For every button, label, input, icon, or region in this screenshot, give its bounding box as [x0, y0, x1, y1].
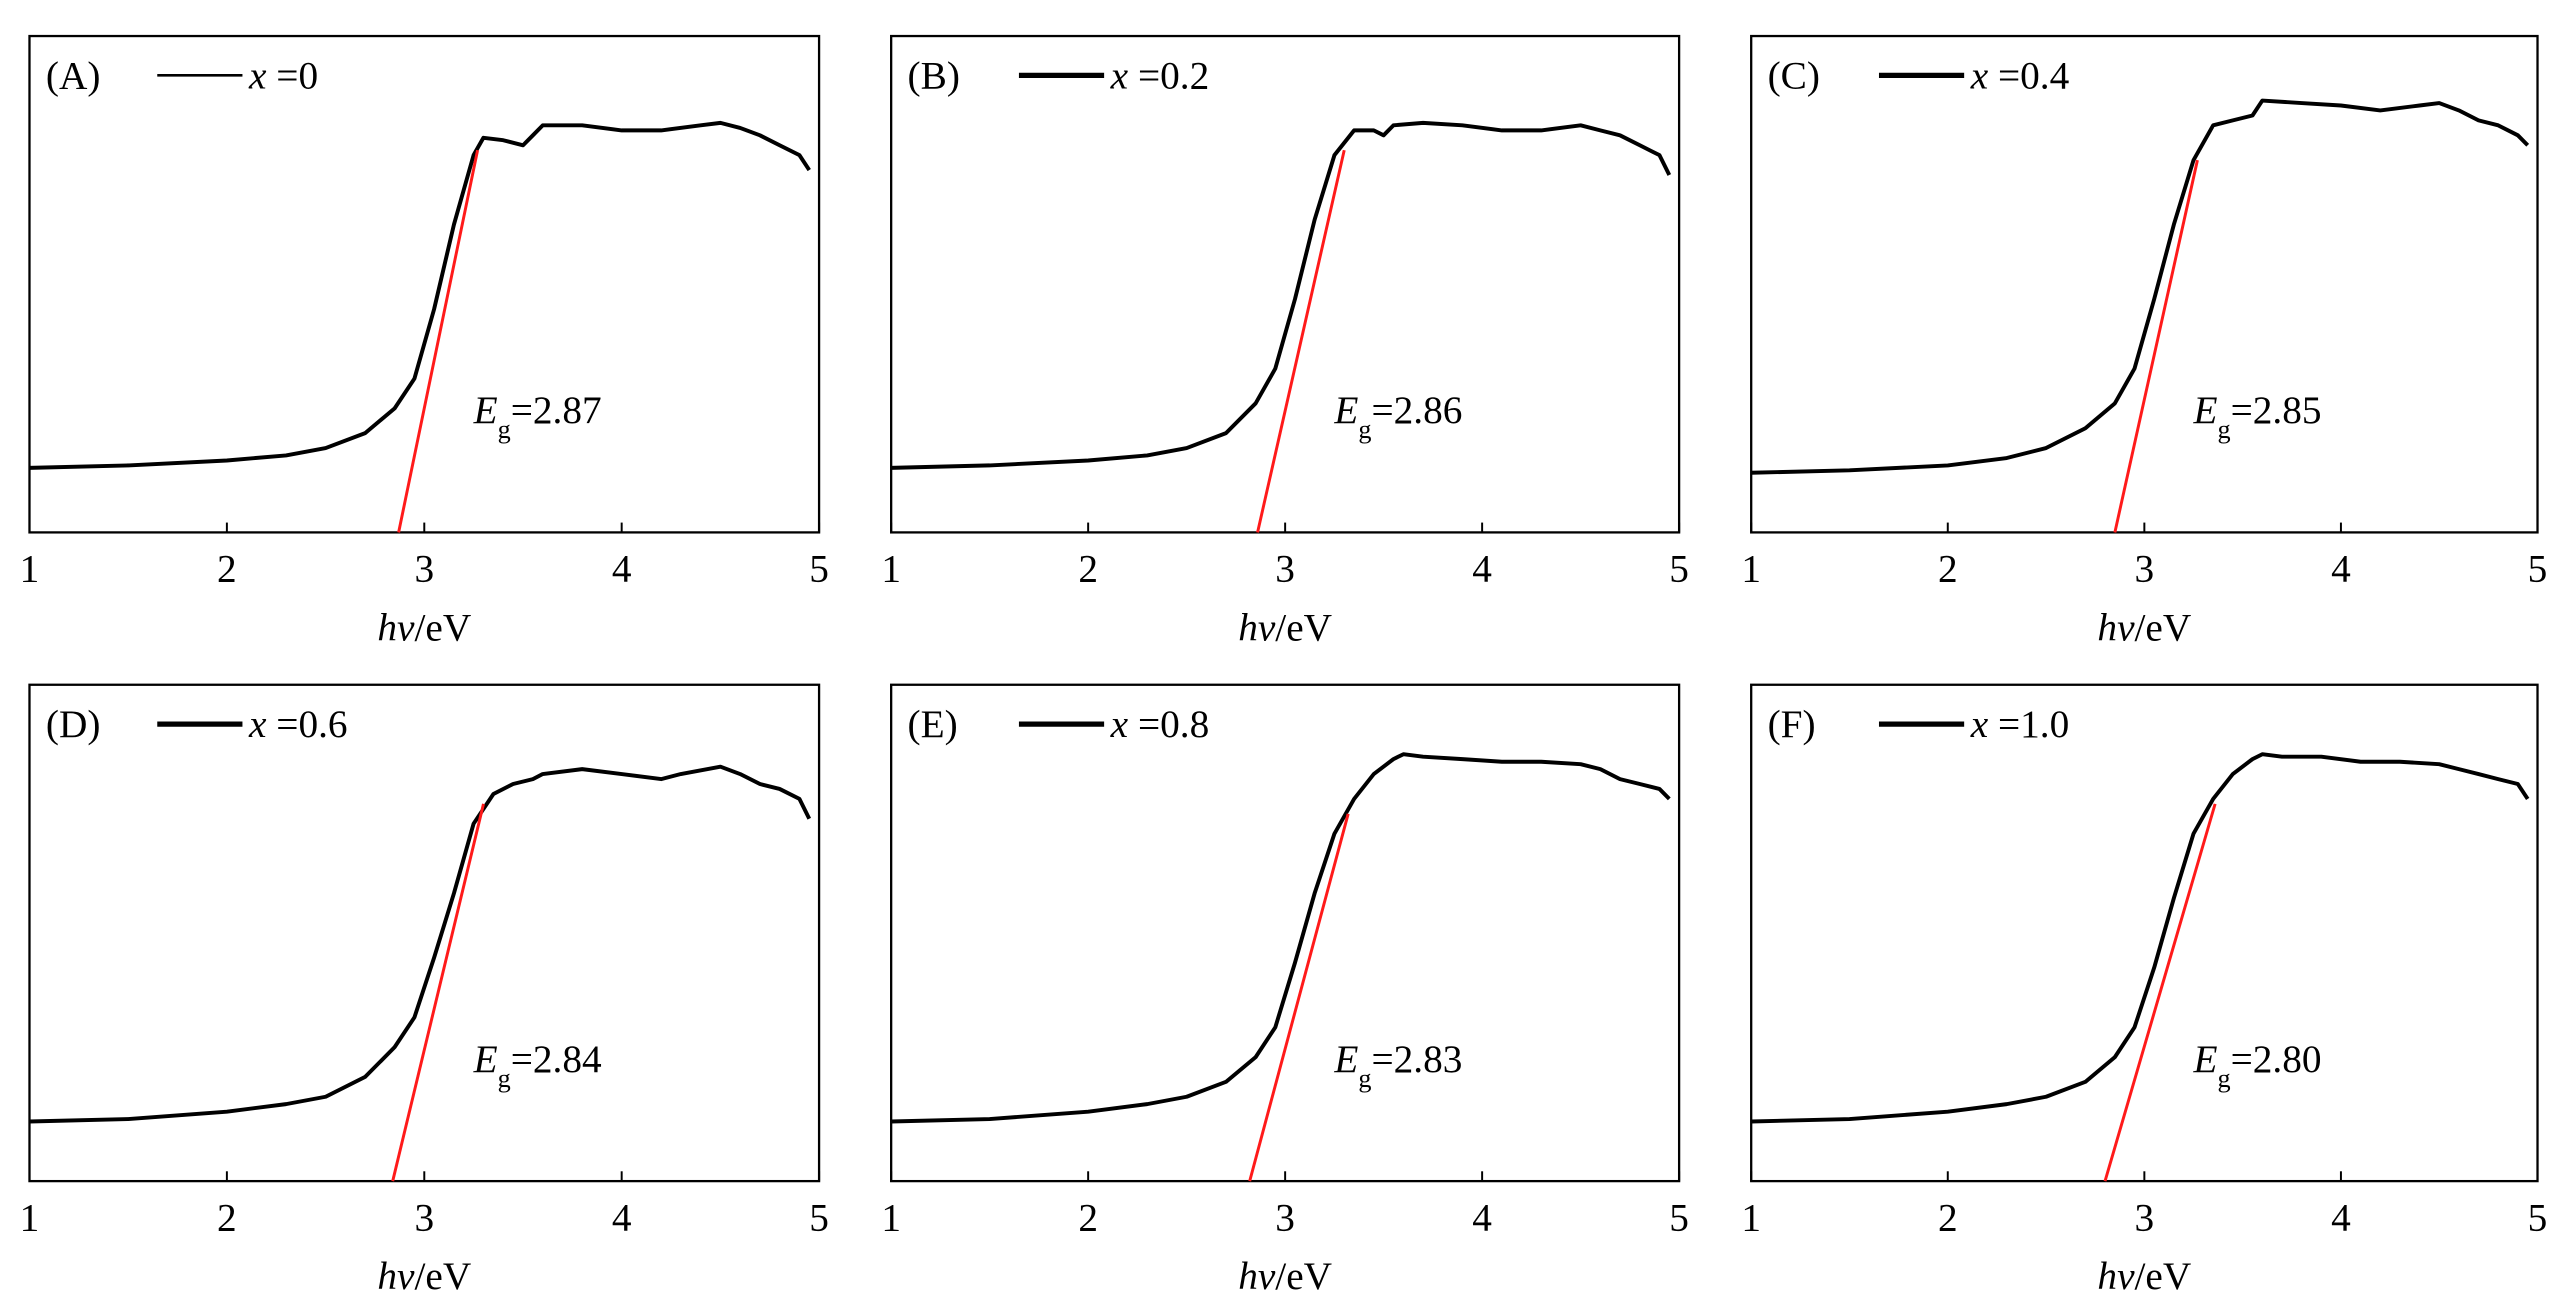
x-tick-label: 4 — [1472, 547, 1492, 591]
band-gap-annotation: Eg=2.83 — [1333, 1037, 1462, 1093]
band-gap-fit-line — [2113, 159, 2199, 533]
x-tick-label: 1 — [1741, 1195, 1761, 1239]
figure-root: 1 2 3 4 5 hv/eV (A) x =0 Eg=2.87 1 2 3 4 5 hv/eV (B) x =… — [20, 34, 2548, 1298]
x-tick-label: 4 — [1472, 1195, 1492, 1239]
band-gap-fit-line — [1256, 149, 1346, 533]
x-tick-label: 5 — [809, 547, 829, 591]
x-tick-label: 5 — [2528, 1195, 2548, 1239]
x-tick-label: 3 — [414, 547, 434, 591]
x-axis-title: hv/eV — [2097, 1254, 2191, 1298]
x-tick-label: 4 — [612, 1195, 632, 1239]
x-tick-label: 2 — [1938, 1195, 1958, 1239]
x-tick-label: 1 — [20, 547, 40, 591]
panel-label: (A) — [46, 53, 101, 97]
legend-label: x =0.6 — [248, 702, 348, 746]
panel-label: (B) — [908, 53, 960, 97]
x-tick-label: 1 — [1741, 547, 1761, 591]
panel-f: 1 2 3 4 5 hv/eV (F) x =1.0 Eg=2.80 — [1741, 683, 2548, 1298]
panel-label: (F) — [1768, 702, 1816, 746]
band-gap-annotation: Eg=2.85 — [2192, 388, 2321, 443]
absorbance-curve — [1751, 752, 2530, 1124]
legend-label: x =0 — [248, 53, 318, 97]
plot-frame — [28, 34, 821, 534]
panel-label: (E) — [908, 702, 958, 746]
panel-a: 1 2 3 4 5 hv/eV (A) x =0 Eg=2.87 — [20, 34, 829, 650]
x-tick-label: 1 — [881, 547, 901, 591]
x-axis-title: hv/eV — [377, 606, 471, 650]
x-tick-label: 2 — [1078, 1195, 1098, 1239]
plot-frame — [1750, 683, 2539, 1183]
band-gap-fit-line — [1248, 813, 1350, 1182]
x-tick-label: 3 — [1275, 547, 1295, 591]
x-axis-title: hv/eV — [2097, 606, 2191, 650]
legend-label: x =0.2 — [1110, 53, 1210, 97]
x-tick-label: 3 — [2135, 547, 2155, 591]
absorbance-curve — [891, 752, 1671, 1124]
band-gap-annotation: Eg=2.87 — [473, 388, 602, 443]
band-gap-annotation: Eg=2.84 — [473, 1037, 602, 1093]
x-tick-label: 4 — [612, 547, 632, 591]
legend-label: x =0.4 — [1970, 53, 2070, 97]
x-tick-label: 3 — [2135, 1195, 2155, 1239]
x-tick-label: 4 — [2331, 1195, 2351, 1239]
panel-b: 1 2 3 4 5 hv/eV (B) x =0.2 Eg=2.86 — [881, 34, 1689, 650]
plot-frame — [28, 683, 821, 1183]
x-axis-title: hv/eV — [1238, 606, 1332, 650]
x-tick-label: 5 — [1669, 547, 1689, 591]
x-tick-label: 5 — [1669, 1195, 1689, 1239]
panel-label: (D) — [46, 702, 101, 746]
band-gap-fit-line — [397, 149, 480, 533]
panel-e: 1 2 3 4 5 hv/eV (E) x =0.8 Eg=2.83 — [881, 683, 1689, 1298]
x-axis-title: hv/eV — [377, 1254, 471, 1298]
x-tick-label: 1 — [20, 1195, 40, 1239]
band-gap-annotation: Eg=2.86 — [1333, 388, 1462, 443]
x-tick-label: 2 — [217, 547, 237, 591]
x-tick-label: 2 — [217, 1195, 237, 1239]
x-tick-label: 1 — [881, 1195, 901, 1239]
plot-frame — [890, 683, 1681, 1183]
plot-frame — [1750, 34, 2539, 534]
plot-frame — [890, 34, 1681, 534]
band-gap-annotation: Eg=2.80 — [2192, 1037, 2321, 1093]
x-tick-label: 2 — [1938, 547, 1958, 591]
legend-label: x =0.8 — [1110, 702, 1210, 746]
absorbance-curve — [1751, 98, 2530, 475]
panel-label: (C) — [1768, 53, 1820, 97]
x-tick-label: 3 — [414, 1195, 434, 1239]
x-tick-label: 5 — [2528, 547, 2548, 591]
band-gap-fit-line — [391, 803, 485, 1182]
legend-label: x =1.0 — [1970, 702, 2070, 746]
x-tick-label: 3 — [1275, 1195, 1295, 1239]
x-tick-label: 4 — [2331, 547, 2351, 591]
absorbance-curve — [29, 764, 812, 1124]
x-tick-label: 5 — [809, 1195, 829, 1239]
x-axis-title: hv/eV — [1238, 1254, 1332, 1298]
panel-d: 1 2 3 4 5 hv/eV (D) x =0.6 Eg=2.84 — [20, 683, 829, 1298]
absorbance-curve — [891, 120, 1672, 470]
panel-c: 1 2 3 4 5 hv/eV (C) x =0.4 Eg=2.85 — [1741, 34, 2548, 650]
band-gap-fit-line — [2103, 803, 2217, 1182]
absorbance-curve — [29, 120, 811, 470]
x-tick-label: 2 — [1078, 547, 1098, 591]
